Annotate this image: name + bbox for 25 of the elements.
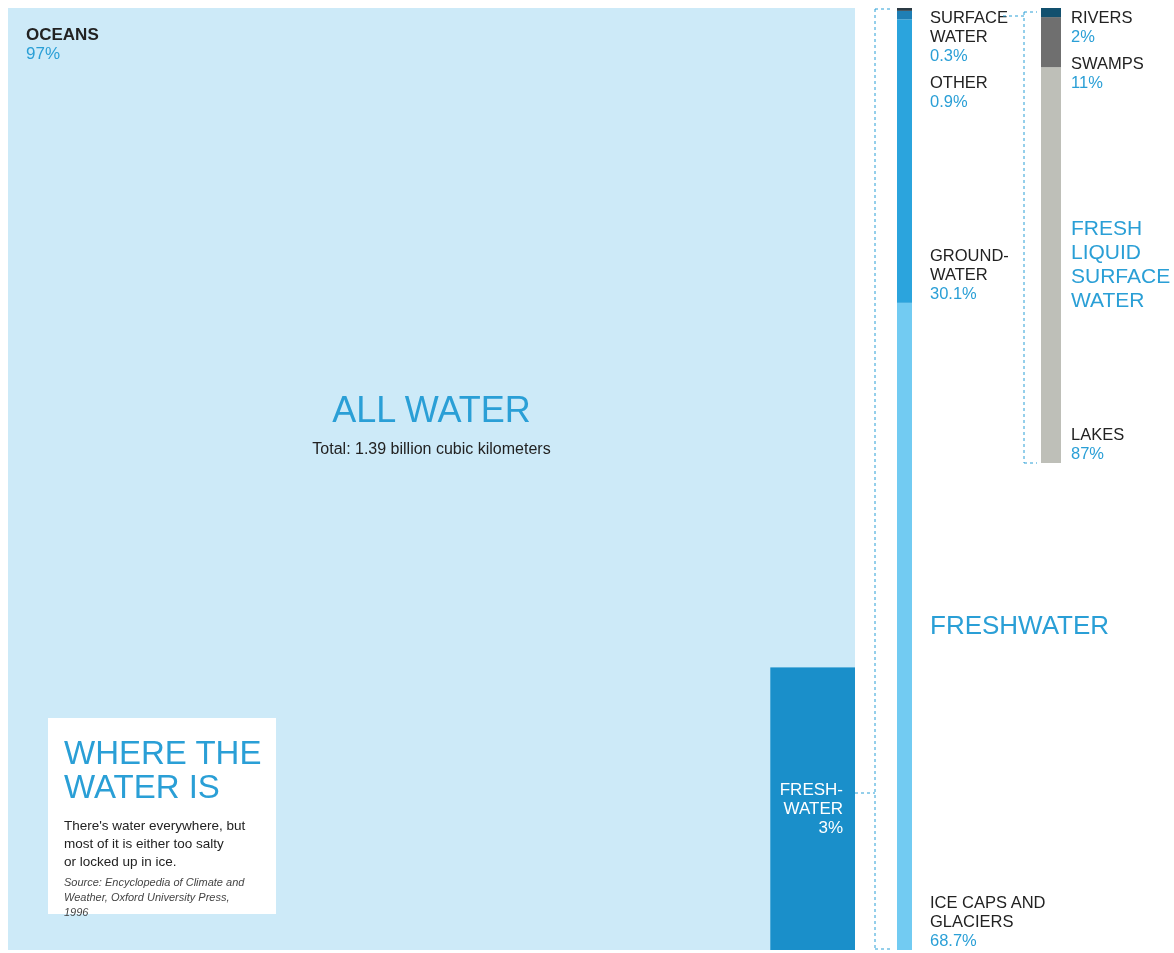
data-label: 97% — [26, 44, 61, 63]
category-label: RIVERS — [1071, 8, 1133, 26]
category-label: GROUND-WATER — [930, 245, 1009, 283]
data-label: 30.1% — [930, 283, 978, 302]
text: Total: 1.39 billion cubic kilometers — [312, 440, 551, 458]
category-label: SWAMPS — [1071, 54, 1144, 72]
source-note: Source: Encyclopedia of Climate and Weather, Oxford University Press, 1996 — [64, 876, 246, 918]
text: There's water everywhere, but most of it is either too salty or locked up in ice. — [64, 818, 246, 869]
data-label: 87% — [1071, 444, 1105, 462]
data-label: 0.9% — [930, 92, 968, 110]
data-label: 3% — [818, 817, 843, 837]
category-label: OCEANS — [26, 25, 99, 44]
text: WHERE THE WATER IS — [64, 734, 262, 805]
data-label: 11% — [1071, 73, 1104, 91]
category-label: FRESH-WATER — [779, 779, 843, 818]
category-label: ICE CAPS AND GLACIERS — [930, 893, 1046, 930]
category-label: SURFACE WATER — [930, 8, 1008, 45]
data-label: 68.7% — [930, 931, 978, 949]
category-label: OTHER — [930, 73, 988, 91]
text: FRESHWATER — [930, 609, 1110, 640]
data-label: 2% — [1071, 27, 1096, 45]
category-label: LAKES — [1071, 425, 1125, 443]
data-label: 0.3% — [930, 46, 968, 64]
text: FRESH LIQUID SURFACE WATER — [1071, 215, 1171, 312]
text: ALL WATER — [332, 389, 531, 431]
